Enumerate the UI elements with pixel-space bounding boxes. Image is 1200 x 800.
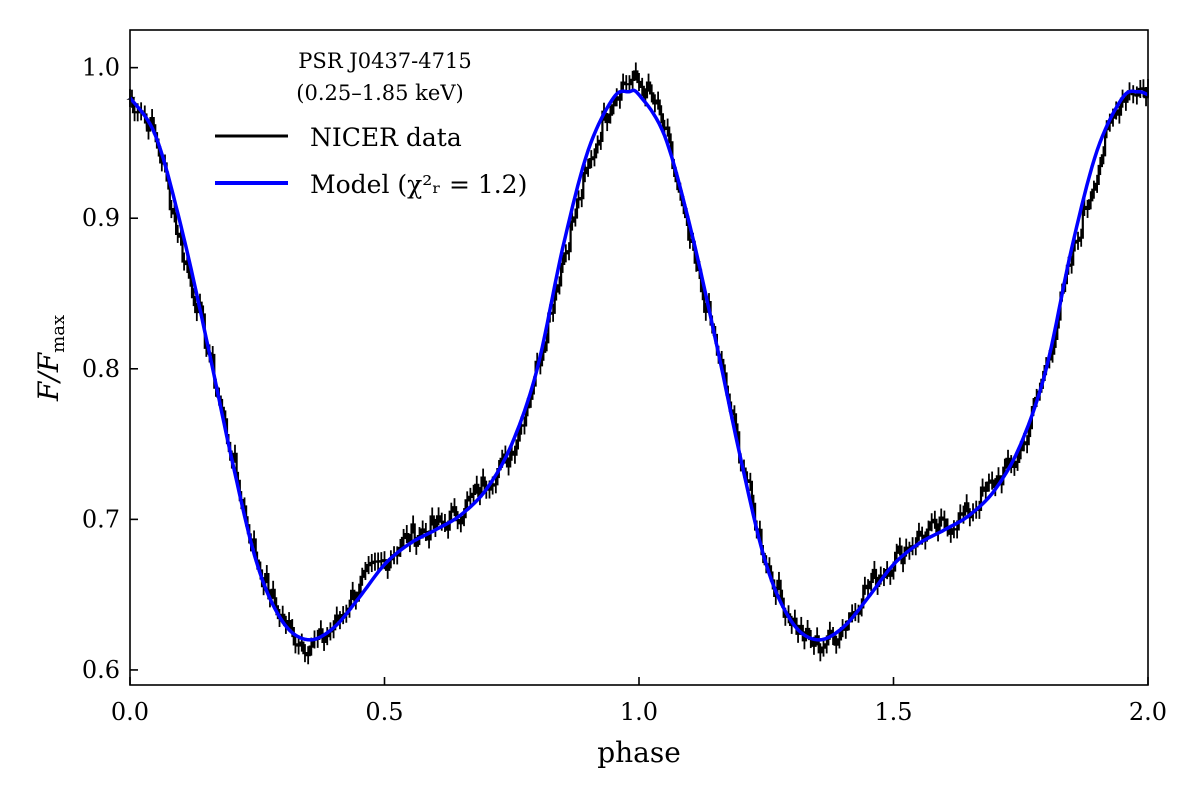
y-axis-label: F/Fmax <box>32 315 69 402</box>
x-tick-label: 0.0 <box>111 698 149 726</box>
axes-frame <box>129 29 1149 686</box>
x-tick-label: 1.0 <box>620 698 658 726</box>
model-series-line <box>128 88 1150 642</box>
data-series-steps <box>126 70 1149 657</box>
legend-title-energy: (0.25–1.85 keV) <box>296 81 463 105</box>
y-axis: 0.6 0.7 0.8 0.9 1.0 <box>82 54 138 684</box>
plot-area <box>126 62 1150 665</box>
y-tick-label: 0.7 <box>82 505 120 533</box>
y-tick-label: 1.0 <box>82 54 120 82</box>
y-axis-label-sub: max <box>48 315 69 353</box>
legend-label-data: NICER data <box>310 123 462 152</box>
x-tick-label: 1.5 <box>874 698 912 726</box>
legend-label-model: Model (χ²ᵣ = 1.2) <box>310 170 527 199</box>
x-tick-label: 2.0 <box>1129 698 1167 726</box>
y-axis-label-main: F/F <box>32 351 65 402</box>
data-error-bars <box>129 62 1149 665</box>
legend-title-source: PSR J0437-4715 <box>298 49 471 73</box>
y-tick-label: 0.6 <box>82 656 120 684</box>
x-axis-label: phase <box>597 736 681 769</box>
y-tick-label: 0.9 <box>82 204 120 232</box>
x-tick-label: 0.5 <box>365 698 403 726</box>
x-axis: 0.0 0.5 1.0 1.5 2.0 <box>111 677 1167 726</box>
y-tick-label: 0.8 <box>82 355 120 383</box>
legend: PSR J0437-4715 (0.25–1.85 keV) NICER dat… <box>215 49 527 199</box>
